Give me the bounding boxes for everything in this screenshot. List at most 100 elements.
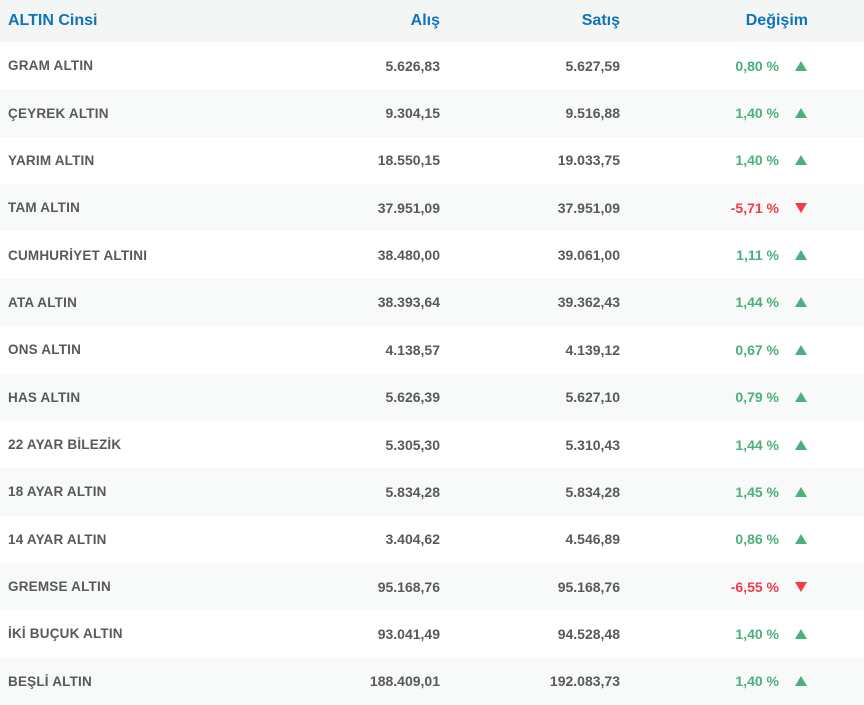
sell-price: 4.139,12 — [565, 341, 621, 358]
sell-price: 39.061,00 — [557, 247, 620, 264]
table-row[interactable]: BEŞLİ ALTIN 188.409,01 192.083,73 1,40 % — [0, 657, 864, 705]
trend-up-icon — [795, 344, 807, 355]
trend-up-icon — [795, 676, 807, 687]
table-header: ALTIN Cinsi Alış Satış Değişim — [0, 0, 864, 42]
trend-up-icon — [795, 534, 807, 545]
sell-price: 19.033,75 — [557, 152, 620, 169]
sell-price: 192.083,73 — [549, 673, 620, 690]
change-cell: 1,11 % — [620, 247, 864, 263]
gold-type-label: BEŞLİ ALTIN — [8, 673, 92, 689]
change-percent: -6,55 % — [730, 578, 779, 595]
table-row[interactable]: ONS ALTIN 4.138,57 4.139,12 0,67 % — [0, 326, 864, 374]
sell-price: 5.310,43 — [565, 436, 621, 453]
trend-down-icon — [795, 581, 807, 592]
trend-up-icon — [795, 155, 807, 166]
change-percent: 1,40 % — [735, 625, 779, 642]
table-row[interactable]: TAM ALTIN 37.951,09 37.951,09 -5,71 % — [0, 184, 864, 232]
change-cell: 1,40 % — [620, 626, 864, 642]
buy-price: 37.951,09 — [377, 199, 440, 216]
table-row[interactable]: GREMSE ALTIN 95.168,76 95.168,76 -6,55 % — [0, 562, 864, 611]
gold-type-label: ONS ALTIN — [8, 342, 82, 358]
gold-type-label: ÇEYREK ALTIN — [8, 105, 109, 121]
change-percent: 1,44 % — [735, 436, 779, 453]
change-cell: 1,44 % — [620, 294, 864, 310]
change-percent: 1,45 % — [735, 483, 779, 500]
trend-up-icon — [795, 108, 807, 119]
table-row[interactable]: 18 AYAR ALTIN 5.834,28 5.834,28 1,45 % — [0, 468, 864, 516]
buy-price: 188.409,01 — [369, 673, 440, 690]
change-percent: 1,40 % — [735, 105, 779, 122]
buy-price: 93.041,49 — [377, 625, 440, 642]
gold-type-label: 18 AYAR ALTIN — [8, 484, 107, 500]
sell-price: 5.627,59 — [565, 57, 621, 74]
sell-price: 95.168,76 — [557, 578, 620, 595]
column-header-change: Değişim — [745, 12, 808, 29]
table-row[interactable]: ATA ALTIN 38.393,64 39.362,43 1,44 % — [0, 278, 864, 327]
sell-price: 5.834,28 — [565, 483, 621, 500]
gold-type-label: HAS ALTIN — [8, 389, 81, 405]
buy-price: 4.138,57 — [385, 341, 441, 358]
trend-up-icon — [795, 628, 807, 639]
trend-up-icon — [795, 60, 807, 71]
buy-price: 5.305,30 — [385, 436, 441, 453]
sell-price: 5.627,10 — [565, 389, 621, 406]
gold-type-label: İKİ BUÇUK ALTIN — [8, 626, 123, 642]
change-percent: 1,44 % — [735, 294, 779, 311]
sell-price: 39.362,43 — [557, 294, 620, 311]
change-percent: 0,67 % — [735, 341, 779, 358]
gold-type-label: YARIM ALTIN — [8, 152, 95, 168]
table-row[interactable]: 22 AYAR BİLEZİK 5.305,30 5.310,43 1,44 % — [0, 420, 864, 469]
change-percent: -5,71 % — [730, 199, 779, 216]
change-cell: 1,40 % — [620, 105, 864, 121]
table-row[interactable]: İKİ BUÇUK ALTIN 93.041,49 94.528,48 1,40… — [0, 610, 864, 658]
trend-up-icon — [795, 297, 807, 308]
table-row[interactable]: YARIM ALTIN 18.550,15 19.033,75 1,40 % — [0, 136, 864, 185]
table-body: GRAM ALTIN 5.626,83 5.627,59 0,80 % ÇEYR… — [0, 42, 864, 705]
change-cell: -5,71 % — [620, 200, 864, 216]
table-row[interactable]: HAS ALTIN 5.626,39 5.627,10 0,79 % — [0, 373, 864, 421]
column-header-sell: Satış — [581, 12, 620, 29]
change-cell: 0,80 % — [620, 58, 864, 74]
sell-price: 94.528,48 — [557, 625, 620, 642]
buy-price: 95.168,76 — [377, 578, 440, 595]
change-cell: 0,86 % — [620, 531, 864, 547]
trend-down-icon — [795, 202, 807, 213]
buy-price: 18.550,15 — [377, 152, 440, 169]
gold-type-label: CUMHURİYET ALTINI — [8, 247, 148, 263]
gold-type-label: ATA ALTIN — [8, 294, 78, 310]
change-cell: 1,40 % — [620, 152, 864, 168]
gold-type-label: 22 AYAR BİLEZİK — [8, 437, 122, 453]
table-row[interactable]: CUMHURİYET ALTINI 38.480,00 39.061,00 1,… — [0, 231, 864, 279]
trend-up-icon — [795, 439, 807, 450]
gold-type-label: 14 AYAR ALTIN — [8, 531, 107, 547]
table-row[interactable]: 14 AYAR ALTIN 3.404,62 4.546,89 0,86 % — [0, 515, 864, 563]
buy-price: 9.304,15 — [385, 105, 441, 122]
sell-price: 9.516,88 — [565, 105, 621, 122]
change-cell: 0,79 % — [620, 389, 864, 405]
change-percent: 1,11 % — [736, 247, 779, 264]
change-cell: 1,44 % — [620, 437, 864, 453]
change-cell: -6,55 % — [620, 579, 864, 595]
buy-price: 3.404,62 — [385, 531, 441, 548]
gold-type-label: GRAM ALTIN — [8, 58, 94, 74]
buy-price: 38.480,00 — [377, 247, 440, 264]
column-header-gold-type: ALTIN Cinsi — [8, 12, 98, 29]
change-cell: 0,67 % — [620, 342, 864, 358]
buy-price: 5.834,28 — [385, 483, 441, 500]
trend-up-icon — [795, 392, 807, 403]
buy-price: 5.626,83 — [385, 57, 441, 74]
sell-price: 37.951,09 — [557, 199, 620, 216]
column-header-buy: Alış — [410, 12, 440, 29]
gold-type-label: TAM ALTIN — [8, 200, 81, 216]
trend-up-icon — [795, 250, 807, 261]
change-percent: 0,86 % — [735, 531, 779, 548]
gold-type-label: GREMSE ALTIN — [8, 579, 111, 595]
change-percent: 1,40 % — [735, 673, 779, 690]
buy-price: 5.626,39 — [385, 389, 441, 406]
table-row[interactable]: GRAM ALTIN 5.626,83 5.627,59 0,80 % — [0, 42, 864, 90]
sell-price: 4.546,89 — [565, 531, 621, 548]
trend-up-icon — [795, 486, 807, 497]
table-row[interactable]: ÇEYREK ALTIN 9.304,15 9.516,88 1,40 % — [0, 89, 864, 137]
change-cell: 1,45 % — [620, 484, 864, 500]
